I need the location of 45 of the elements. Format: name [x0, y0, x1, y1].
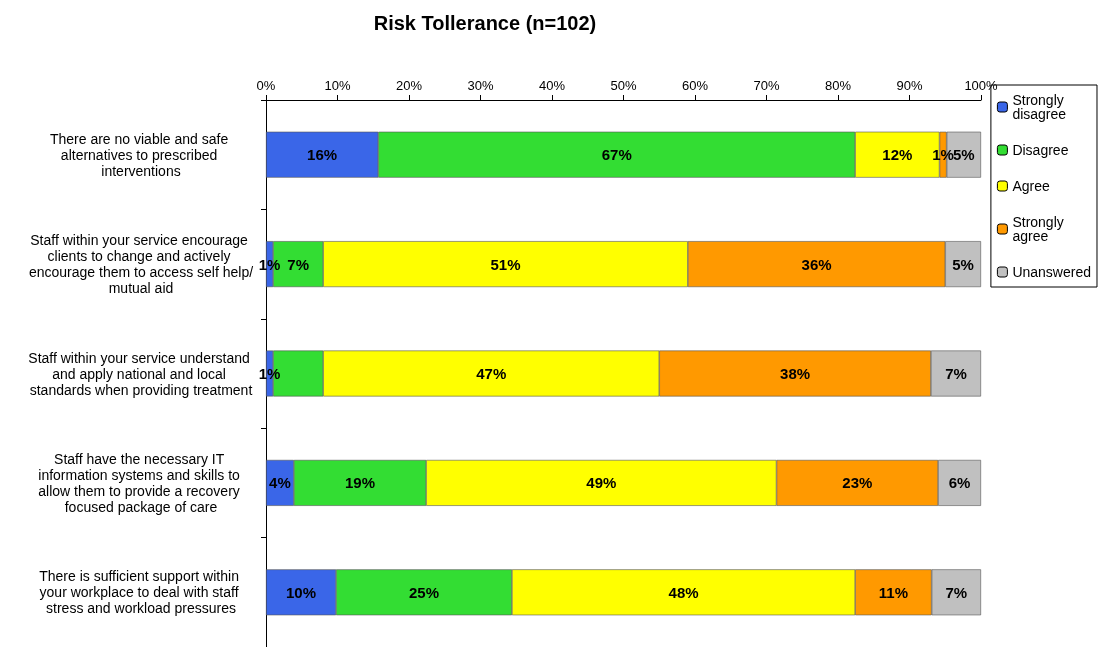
- data-label: 11%: [878, 583, 909, 601]
- x-tick-label: 80%: [824, 78, 852, 93]
- x-tick-label: 10%: [324, 78, 351, 93]
- data-label: 10%: [286, 583, 317, 601]
- y-tick-label: Staff have the necessary IT information systems and skills to allow them to provide a recovery focused package of care: [38, 450, 244, 515]
- y-tick-label: There is sufficient support within your workplace to deal with staff stress and workload pressures: [39, 568, 243, 617]
- data-label: 36%: [801, 255, 832, 273]
- legend-label: Strongly disagree: [1012, 92, 1068, 122]
- legend-label: Disagree: [1012, 142, 1069, 158]
- x-tick-label: 50%: [610, 78, 637, 93]
- data-label: 48%: [668, 583, 699, 601]
- data-label: 23%: [842, 474, 873, 492]
- x-tick-label: 70%: [753, 78, 780, 93]
- x-tick-label: 0%: [256, 78, 276, 93]
- data-label: 5%: [952, 255, 974, 273]
- x-tick-label: 30%: [467, 78, 494, 93]
- x-tick-label: 90%: [896, 78, 923, 93]
- data-label: 7%: [287, 255, 310, 273]
- y-tick-label: There are no viable and safe alternatives to prescribed interventions: [49, 130, 233, 179]
- data-label: 5%: [953, 146, 975, 164]
- data-label: 4%: [269, 474, 291, 492]
- x-tick-label: 60%: [681, 78, 709, 93]
- data-label: 47%: [476, 365, 507, 382]
- data-label: 12%: [882, 146, 913, 164]
- legend-label: Agree: [1012, 178, 1050, 194]
- data-label: 7%: [945, 365, 967, 382]
- y-tick-label: Staff within your service encourage clients to change and actively encourage them to access self help/mutual aid: [28, 232, 254, 297]
- data-label: 1%: [258, 365, 281, 382]
- legend-label: Strongly agree: [1012, 214, 1068, 244]
- data-label: 38%: [780, 365, 811, 382]
- data-label: 25%: [409, 583, 440, 601]
- legend-label: Unanswered: [1012, 264, 1092, 280]
- x-tick-label: 20%: [395, 78, 423, 93]
- data-label: 1%: [258, 255, 281, 273]
- x-tick-label: 40%: [538, 78, 566, 93]
- data-label: 49%: [586, 474, 617, 492]
- data-label: 51%: [490, 255, 521, 273]
- chart-title: Risk Tollerance (n=102): [373, 12, 597, 34]
- data-label: 16%: [307, 146, 338, 164]
- x-tick-label: 100%: [964, 78, 999, 93]
- data-label: 67%: [601, 146, 632, 164]
- y-tick-label: Staff within your service understand and apply national and local standards when providing treatment: [28, 349, 254, 398]
- data-label: 19%: [345, 474, 376, 492]
- data-label: 6%: [948, 474, 971, 492]
- data-label: 7%: [945, 583, 968, 601]
